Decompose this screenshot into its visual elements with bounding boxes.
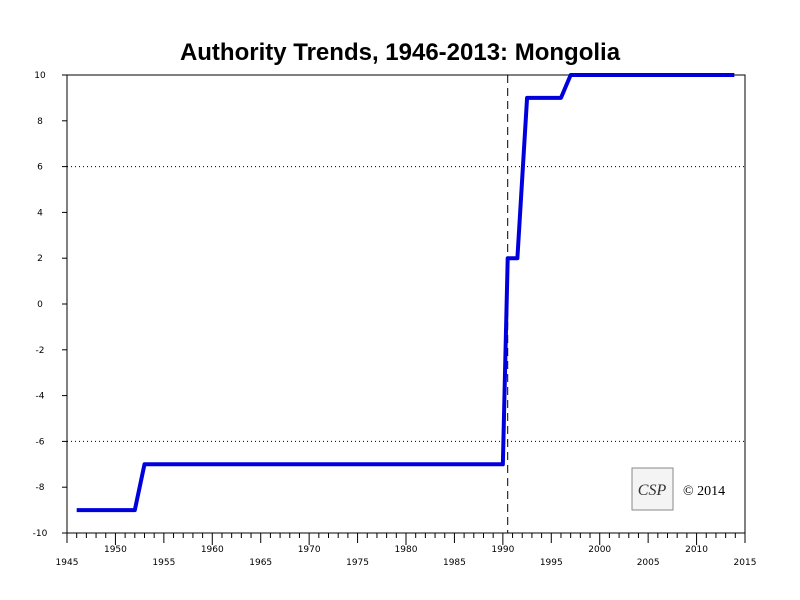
y-tick-label: 0: [37, 300, 43, 310]
y-tick-label: 2: [37, 254, 43, 264]
x-tick-label: 1995: [540, 558, 563, 568]
chart-title: Authority Trends, 1946-2013: Mongolia: [180, 39, 621, 66]
x-tick-label: 2015: [734, 558, 757, 568]
logo-box: CSP: [631, 467, 674, 511]
x-tick-label: 1985: [443, 558, 466, 568]
x-tick-label: 1965: [249, 558, 272, 568]
x-axis: 1945 1950 1955 1960 1965 1970 1975 1980 1985 1990…: [56, 533, 757, 568]
logo-text: CSP: [638, 482, 667, 499]
y-tick-label: 10: [34, 71, 46, 81]
series-layer: [76, 73, 735, 513]
x-tick-label: 2010: [685, 545, 708, 555]
y-tick-label: -4: [36, 392, 45, 402]
y-tick-label: -6: [36, 437, 45, 447]
y-tick-label: -8: [36, 483, 45, 493]
copyright-text: © 2014: [683, 484, 725, 499]
y-tick-label: 6: [37, 163, 43, 173]
x-tick-label: 2000: [588, 545, 611, 555]
x-tick-label: 2005: [637, 558, 660, 568]
x-tick-label: 1990: [491, 545, 514, 555]
y-tick-label: 4: [37, 208, 43, 218]
x-tick-label: 1970: [298, 545, 321, 555]
y-axis: 10 8 6 4 2 0 -2 -4 -6 -8 -10: [33, 71, 67, 539]
y-tick-label: 8: [37, 117, 43, 127]
x-tick-label: 1980: [395, 545, 418, 555]
y-tick-label: -2: [36, 346, 45, 356]
series-line: [76, 73, 735, 513]
y-tick-label: -10: [33, 529, 48, 539]
x-tick-label: 1950: [104, 545, 127, 555]
x-tick-label: 1960: [201, 545, 224, 555]
x-tick-label: 1955: [152, 558, 175, 568]
logo-frame: [631, 467, 674, 511]
x-tick-label: 1975: [346, 558, 369, 568]
x-tick-label: 1945: [56, 558, 79, 568]
